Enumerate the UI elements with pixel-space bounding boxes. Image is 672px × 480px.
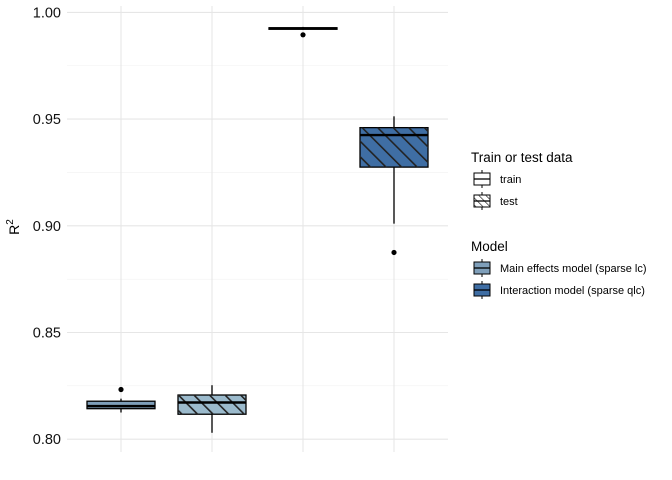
box-1 (177, 385, 247, 433)
y-tick-label-2: 0.90 (33, 219, 61, 235)
legend-key-1-1 (473, 281, 491, 299)
y-tick-label-0: 0.80 (33, 432, 61, 448)
legend: Train or test data train test Model Main eff… (471, 150, 647, 299)
box-1-hatch (178, 395, 246, 415)
box-0 (86, 386, 156, 413)
legend-key-0-0 (473, 170, 491, 188)
box-2 (268, 26, 338, 38)
legend-title-1: Model (471, 239, 508, 254)
y-tick-label-3: 0.95 (33, 112, 61, 128)
box-0-outlier-0 (118, 386, 124, 393)
boxplot-series (86, 26, 429, 433)
grid-lines (67, 6, 448, 452)
box-2-outlier-0 (300, 32, 306, 38)
y-axis-label: R2 (5, 219, 22, 235)
box-3-outlier-0 (391, 249, 397, 256)
y-axis-label-superscript: 2 (5, 219, 16, 225)
legend-label-1-1: Interaction model (sparse qlc) (500, 285, 645, 297)
y-tick-label-4: 1.00 (33, 5, 61, 21)
legend-label-1-0: Main effects model (sparse lc) (500, 263, 647, 275)
y-tick-label-1: 0.85 (33, 325, 61, 341)
legend-label-0-0: train (500, 174, 521, 186)
y-axis-label-base: R (6, 225, 22, 235)
legend-key-1-0 (473, 259, 491, 277)
box-3-hatch (360, 127, 428, 168)
legend-key-0-1 (473, 192, 491, 210)
legend-label-0-1: test (500, 196, 518, 208)
y-axis: 0.80 0.85 0.90 0.95 1.00 (33, 5, 61, 448)
legend-title-0: Train or test data (471, 150, 573, 165)
box-3 (359, 116, 429, 256)
